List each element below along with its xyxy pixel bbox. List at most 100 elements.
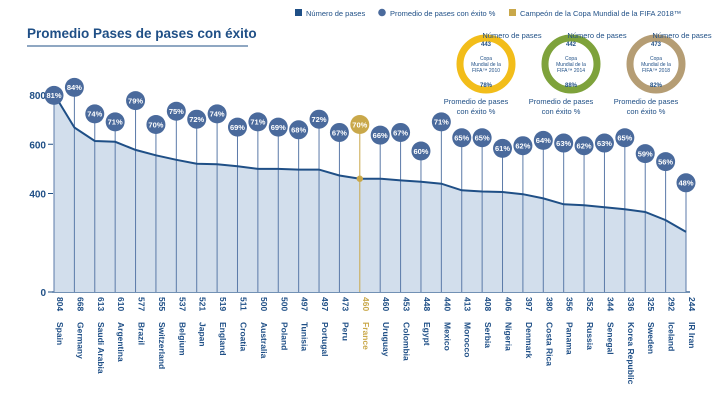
y-tick-label: 800 xyxy=(29,91,46,102)
pct-label-13: 72% xyxy=(312,115,327,124)
x-value-21: 408 xyxy=(483,297,493,311)
x-value-10: 500 xyxy=(259,297,269,311)
legend-label-pct: Promedio de pases con éxito % xyxy=(390,9,496,18)
pct-marker-8 xyxy=(207,104,227,124)
legend-swatch-champion xyxy=(509,9,516,16)
x-value-29: 325 xyxy=(646,297,656,311)
pct-label-11: 69% xyxy=(271,123,286,132)
pct-marker-22 xyxy=(493,138,513,158)
x-value-26: 352 xyxy=(585,297,595,311)
donut-bottom-label2-2: con éxito % xyxy=(627,107,666,116)
y-axis: 0 400 600 800 xyxy=(29,91,53,299)
x-category-9: Croatia xyxy=(238,322,248,352)
pct-label-25: 63% xyxy=(556,139,571,148)
x-value-1: 668 xyxy=(75,297,85,311)
donut-bottom-label-1: Promedio de pases xyxy=(529,97,594,106)
donut-center-text-1-0: Copa xyxy=(565,56,577,62)
pct-label-30: 56% xyxy=(658,157,673,166)
pct-marker-12 xyxy=(289,120,309,140)
donut-center-text-0-2: FIFA™ 2010 xyxy=(472,68,500,74)
pct-marker-15 xyxy=(350,115,370,134)
passes-line xyxy=(53,93,687,233)
pct-label-15: 70% xyxy=(352,120,367,129)
pct-marker-4 xyxy=(126,91,146,111)
x-category-28: Korea Republic xyxy=(626,322,636,385)
pct-marker-27 xyxy=(594,133,614,153)
pct-marker-11 xyxy=(268,117,288,137)
champion-point xyxy=(356,175,364,182)
donut-passes-0: 443 xyxy=(481,42,492,48)
donut-center-text-0-1: Mundial de la xyxy=(471,62,501,68)
pct-marker-30 xyxy=(656,152,676,172)
donut-center-text-1-2: FIFA™ 2014 xyxy=(557,68,585,74)
x-category-4: Brazil xyxy=(137,322,147,345)
x-value-22: 406 xyxy=(504,297,514,311)
x-value-9: 511 xyxy=(238,297,248,311)
x-value-24: 380 xyxy=(544,297,554,311)
pct-label-5: 70% xyxy=(148,120,163,129)
x-category-7: Japan xyxy=(198,322,208,347)
x-value-17: 453 xyxy=(402,297,412,311)
donut-hole-1 xyxy=(550,43,592,85)
x-value-13: 497 xyxy=(320,297,330,311)
legend-label-champion: Campeón de la Copa Mundial de la FIFA 20… xyxy=(520,9,681,18)
pct-marker-10 xyxy=(248,112,268,132)
x-value-2: 613 xyxy=(96,297,106,311)
x-category-5: Switzerland xyxy=(157,322,167,369)
pct-marker-20 xyxy=(452,128,472,148)
legend-label-passes: Número de pases xyxy=(306,9,365,18)
pct-label-18: 60% xyxy=(413,147,428,156)
pct-label-4: 79% xyxy=(128,96,143,105)
x-value-28: 336 xyxy=(626,297,636,311)
x-category-27: Senegal xyxy=(605,322,615,355)
x-value-12: 497 xyxy=(300,297,310,311)
pct-label-20: 65% xyxy=(454,134,469,143)
donut-bottom-label-2: Promedio de pases xyxy=(614,97,679,106)
y-tick-label: 0 xyxy=(40,288,46,299)
pct-label-3: 71% xyxy=(108,118,123,127)
pct-marker-5 xyxy=(146,115,166,134)
pct-label-14: 67% xyxy=(332,128,347,137)
x-category-30: Iceland xyxy=(667,322,677,351)
donut-pct-1: 88% xyxy=(565,83,578,89)
x-category-0: Spain xyxy=(55,322,65,345)
pct-label-26: 62% xyxy=(577,142,592,151)
x-value-20: 413 xyxy=(463,297,473,311)
donut-bottom-label2-0: con éxito % xyxy=(457,107,496,116)
stems xyxy=(53,87,687,292)
pct-marker-29 xyxy=(635,144,655,164)
y-tick-label: 600 xyxy=(29,140,46,151)
pct-marker-0 xyxy=(44,85,64,105)
donut-ring-0 xyxy=(456,34,516,94)
x-category-24: Costa Rica xyxy=(544,322,554,366)
x-value-19: 440 xyxy=(442,297,452,311)
x-category-23: Denmark xyxy=(524,322,534,359)
donut-ring-1 xyxy=(541,34,601,94)
x-value-7: 521 xyxy=(198,297,208,311)
x-value-5: 555 xyxy=(157,297,167,311)
pct-marker-21 xyxy=(472,128,492,148)
legend-swatch-passes xyxy=(295,9,302,16)
pct-marker-31 xyxy=(676,173,696,193)
x-category-10: Australia xyxy=(259,322,269,359)
pct-label-10: 71% xyxy=(250,118,265,127)
donut-bottom-label-0: Promedio de pases xyxy=(444,97,509,106)
pct-marker-25 xyxy=(554,133,574,153)
pct-marker-16 xyxy=(370,125,390,145)
pct-label-1: 84% xyxy=(67,83,82,92)
pct-label-31: 48% xyxy=(678,179,693,188)
legend: Número de pases Promedio de pases con éx… xyxy=(295,8,681,18)
x-category-1: Germany xyxy=(75,322,85,359)
x-labels: 804 Spain 668 Germany 613 Saudi Arabia 610 Arge… xyxy=(55,297,697,385)
pct-marker-19 xyxy=(431,112,451,132)
pct-label-19: 71% xyxy=(434,118,449,127)
x-category-8: England xyxy=(218,322,228,356)
pct-marker-14 xyxy=(329,122,349,142)
donut-bottom-label2-1: con éxito % xyxy=(542,107,581,116)
x-category-25: Panama xyxy=(565,322,575,355)
x-category-31: IR Iran xyxy=(687,322,697,348)
pct-label-2: 74% xyxy=(87,110,102,119)
donut-top-label-1: Número de pases xyxy=(567,31,626,40)
